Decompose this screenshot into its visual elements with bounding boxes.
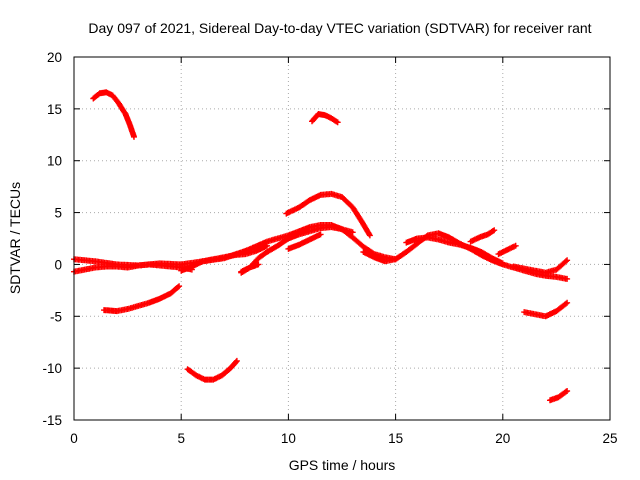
grid [74,57,610,420]
data-point-markers [467,227,498,245]
y-tick-label: -15 [42,413,62,428]
x-axis-label: GPS time / hours [289,457,396,473]
x-tick-label: 5 [177,431,185,446]
data-point-markers [495,242,519,258]
data-point-markers [184,357,240,383]
data-point-markers [178,242,270,274]
series-arc-18 [547,388,571,404]
y-axis-ticks: -15 -10 -5 0 5 10 15 20 [42,50,610,428]
series-arc-13 [510,257,571,276]
data-point-markers [521,299,571,320]
series-arc-14 [101,283,183,315]
series-arc-11 [467,227,498,245]
data-point-markers [238,261,262,275]
x-tick-label: 15 [388,431,403,446]
y-tick-label: 10 [47,154,62,169]
y-axis-label: SDTVAR / TECUs [7,182,23,294]
series-arc-15 [184,357,240,383]
y-tick-label: 5 [54,206,62,221]
x-tick-label: 0 [70,431,78,446]
data-point-markers [547,388,571,404]
x-tick-label: 10 [281,431,296,446]
data-point-markers [309,111,341,126]
data-point-markers [283,190,373,239]
x-tick-label: 25 [602,431,617,446]
data-point-markers [285,231,324,252]
series-arc-03 [283,190,373,239]
series-arc-01 [90,89,137,140]
data-layer [71,89,571,404]
y-tick-label: -5 [50,309,62,324]
x-axis-ticks: 0 5 10 15 20 25 [70,57,618,446]
series-arc-02 [309,111,341,126]
plot-frame [73,56,611,421]
data-point-markers [403,234,506,267]
series-arc-10 [403,234,506,267]
chart-title: Day 097 of 2021, Sidereal Day-to-day VTE… [88,20,591,36]
series-arc-06 [178,242,270,274]
data-point-markers [101,283,183,315]
series-arc-17 [521,299,571,320]
x-tick-label: 20 [495,431,510,446]
y-tick-label: -10 [42,361,62,376]
y-tick-label: 0 [54,257,62,272]
series-arc-16 [238,261,262,275]
y-tick-label: 15 [47,102,62,117]
series-arc-12 [495,242,519,258]
series-arc-08 [285,231,324,252]
data-point-markers [90,89,137,140]
y-tick-label: 20 [47,50,62,65]
data-point-markers [510,257,571,276]
